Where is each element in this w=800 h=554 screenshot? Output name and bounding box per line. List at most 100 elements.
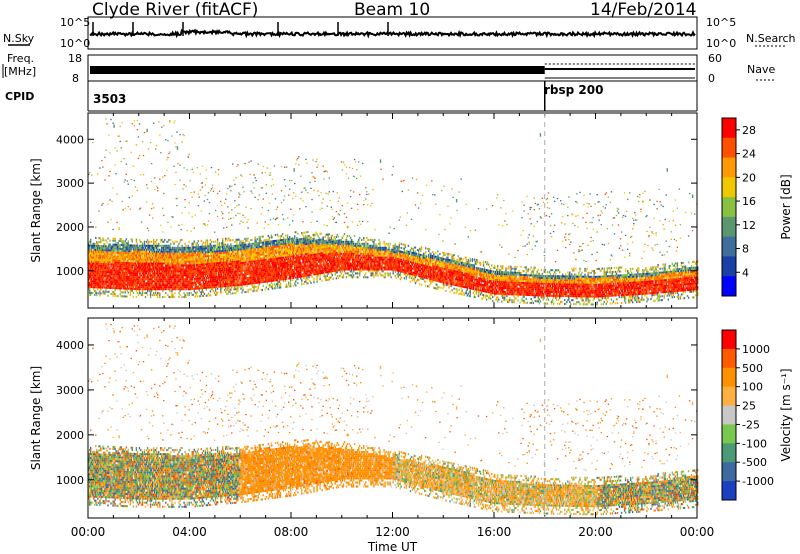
power-cell [104, 157, 105, 158]
power-cell [100, 255, 101, 257]
power-cell [124, 242, 125, 244]
power-cell [136, 255, 137, 257]
power-cell [102, 279, 103, 281]
power-cell [124, 158, 125, 159]
power-cell [122, 201, 123, 202]
power-cell [100, 239, 101, 241]
power-cell [108, 255, 109, 257]
power-cell [147, 239, 148, 241]
power-cell [102, 287, 103, 289]
power-cell [90, 294, 91, 296]
power-cell [104, 293, 105, 295]
power-cell [114, 293, 115, 295]
power-cell [144, 280, 145, 282]
power-cell [114, 250, 115, 252]
power-cell [146, 201, 147, 202]
power-cell [95, 290, 96, 292]
power-cell [132, 290, 133, 292]
power-cell [151, 241, 152, 243]
power-cell [109, 171, 110, 172]
power-cell [105, 150, 106, 151]
power-cell [151, 261, 152, 263]
power-cell [98, 267, 99, 269]
power-cell [99, 237, 100, 239]
power-cell [136, 144, 137, 145]
power-cell [114, 164, 115, 165]
power-cell [108, 135, 109, 136]
power-cell [144, 241, 145, 243]
power-cell [92, 142, 93, 143]
power-cell [116, 193, 117, 194]
power-cell [137, 129, 138, 130]
power-cell [138, 158, 139, 159]
power-cell [127, 290, 128, 292]
power-cell [146, 184, 147, 185]
power-cell [105, 239, 106, 241]
power-cell [150, 267, 151, 269]
power-cell [115, 173, 116, 174]
power-cell [120, 272, 121, 274]
power-cell [113, 267, 114, 269]
power-cell [112, 123, 113, 124]
power-cell [148, 148, 149, 149]
power-cell [98, 292, 99, 294]
power-cell [95, 237, 96, 239]
power-cell [155, 290, 156, 292]
power-cell [132, 123, 133, 124]
power-cell [119, 227, 120, 228]
power-cell [139, 155, 140, 156]
power-cell [154, 249, 155, 251]
power-cell [126, 174, 127, 175]
power-cell [146, 255, 147, 257]
power-cell [114, 277, 115, 279]
power-cell [103, 239, 104, 241]
power-cell [145, 296, 146, 298]
power-cell [125, 240, 126, 242]
power-cell [128, 240, 129, 242]
power-cell [114, 295, 115, 297]
power-cell [109, 267, 110, 269]
power-cell [126, 238, 127, 240]
power-cell [115, 242, 116, 244]
power-cell [110, 265, 111, 267]
power-cell [105, 289, 106, 291]
power-cell [124, 181, 125, 182]
power-cell [150, 272, 151, 274]
power-cell [123, 270, 124, 272]
rti-figure: 1000200030004000Slant Range [km]10002000… [0, 0, 800, 554]
power-cell [119, 229, 120, 230]
power-cell [153, 263, 154, 265]
power-cell [119, 136, 120, 137]
power-cell [147, 294, 148, 296]
power-cell [109, 261, 110, 263]
power-cell [151, 163, 152, 164]
power-cell [132, 268, 133, 270]
power-cell [112, 271, 113, 273]
power-cell [105, 291, 106, 293]
power-cell [109, 152, 110, 153]
power-cell [116, 222, 117, 223]
power-cell [155, 241, 156, 243]
power-cell [132, 239, 133, 241]
power-cell [110, 219, 111, 220]
power-cell [144, 243, 145, 245]
power-cell [145, 274, 146, 276]
power-cell [132, 195, 133, 196]
power-cell [114, 238, 115, 240]
power-cell [125, 282, 126, 284]
power-cell [128, 206, 129, 207]
power-cell [137, 292, 138, 294]
power-cell [151, 208, 152, 209]
power-cell [152, 203, 153, 204]
power-cell [96, 241, 97, 243]
power-cell [117, 242, 118, 244]
power-cell [141, 221, 142, 222]
power-cell [155, 292, 156, 294]
power-cell [155, 149, 156, 150]
power-cell [143, 155, 144, 156]
power-cell [106, 273, 107, 275]
power-cell [112, 295, 113, 297]
power-cell [136, 290, 137, 292]
power-cell [114, 289, 115, 291]
power-cell [104, 285, 105, 287]
